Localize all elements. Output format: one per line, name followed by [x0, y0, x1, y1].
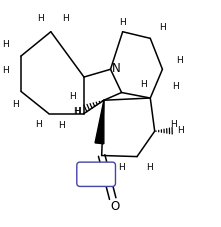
FancyBboxPatch shape: [77, 162, 115, 186]
Text: N: N: [112, 62, 120, 75]
Text: H: H: [38, 14, 44, 23]
Text: H: H: [119, 18, 126, 27]
Polygon shape: [95, 100, 104, 144]
Text: O: O: [110, 200, 120, 213]
Text: H: H: [2, 40, 9, 49]
Text: H: H: [159, 23, 166, 32]
Text: H: H: [69, 92, 76, 101]
Text: H: H: [35, 120, 42, 129]
Text: H: H: [177, 126, 184, 135]
Text: Ans: Ans: [86, 169, 106, 179]
Text: H: H: [62, 14, 69, 23]
Text: H: H: [176, 56, 183, 65]
Text: H: H: [172, 82, 179, 91]
Text: H: H: [12, 100, 19, 109]
Text: H: H: [74, 107, 81, 116]
Text: H: H: [2, 66, 9, 75]
Text: H: H: [118, 163, 125, 172]
Text: H: H: [59, 121, 65, 130]
Text: H: H: [140, 80, 147, 89]
Text: H: H: [73, 107, 80, 116]
Text: H: H: [146, 163, 153, 172]
Text: H: H: [170, 120, 177, 129]
